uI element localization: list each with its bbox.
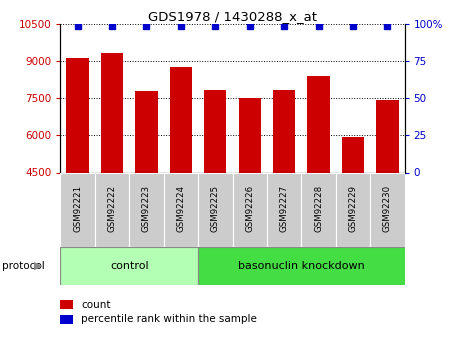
Text: ▶: ▶ [34,261,43,270]
Text: GSM92223: GSM92223 [142,185,151,231]
Bar [267,172,301,247]
Text: GSM92224: GSM92224 [176,185,186,231]
Bar [60,172,95,247]
Bar [342,137,364,172]
Bar [164,172,198,247]
Text: GSM92225: GSM92225 [211,185,220,231]
Bar [60,315,73,324]
Bar [95,172,129,247]
Bar [66,58,89,172]
Text: GSM92221: GSM92221 [73,185,82,231]
Bar [307,76,330,172]
Bar [135,91,158,172]
Text: control: control [110,261,149,270]
Bar [60,300,73,309]
Text: GSM92222: GSM92222 [107,185,117,231]
Bar [204,90,226,172]
Bar [60,247,198,285]
Bar [239,98,261,172]
Text: count: count [81,300,111,309]
Bar [273,90,295,172]
Text: GSM92226: GSM92226 [245,185,254,231]
Bar [370,172,405,247]
Bar [198,247,405,285]
Text: GSM92230: GSM92230 [383,185,392,231]
Text: protocol: protocol [2,261,45,270]
Text: basonuclin knockdown: basonuclin knockdown [238,261,365,270]
Bar [101,52,123,172]
Text: percentile rank within the sample: percentile rank within the sample [81,315,257,324]
Title: GDS1978 / 1430288_x_at: GDS1978 / 1430288_x_at [148,10,317,23]
Bar [129,172,164,247]
Bar [301,172,336,247]
Text: GSM92228: GSM92228 [314,185,323,231]
Bar [170,67,192,172]
Text: GSM92229: GSM92229 [348,185,358,231]
Bar [232,172,267,247]
Text: GSM92227: GSM92227 [279,185,289,231]
Bar [198,172,232,247]
Bar [376,100,399,172]
Bar [336,172,370,247]
